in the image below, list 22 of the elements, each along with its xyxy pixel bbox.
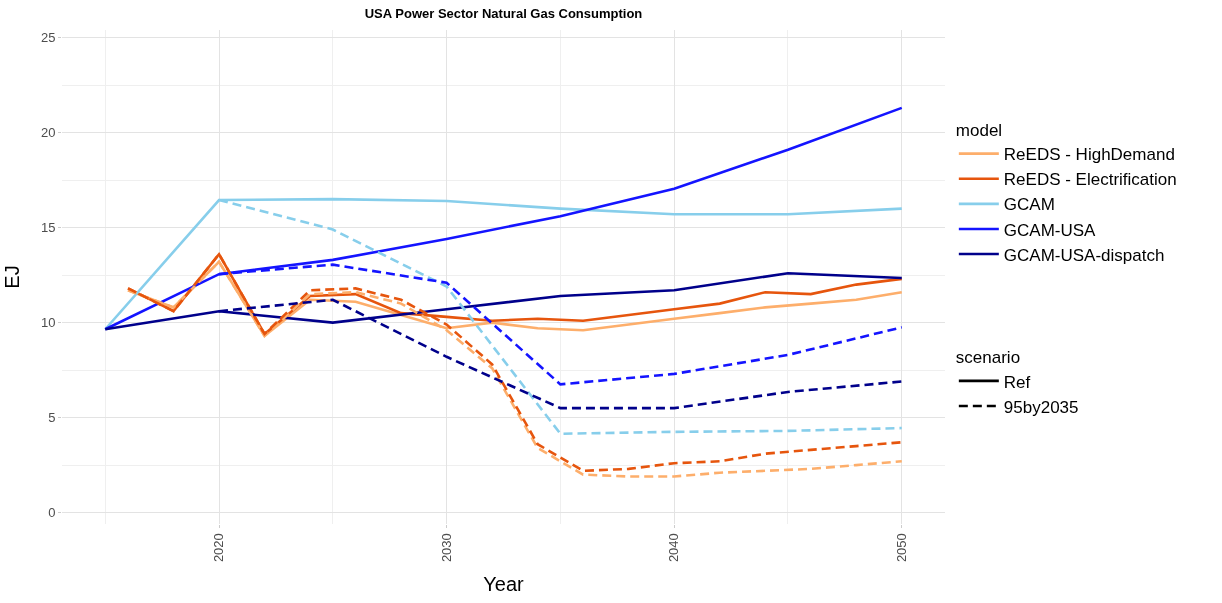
x-tick-label: 2040 bbox=[666, 533, 682, 563]
legend-label: GCAM bbox=[1003, 195, 1055, 215]
x-axis-title: Year bbox=[483, 572, 525, 595]
x-tick-label: 2020 bbox=[211, 533, 227, 563]
legend-label: GCAM-USA-dispatch bbox=[1003, 245, 1165, 265]
y-tick-label: 20 bbox=[40, 125, 56, 141]
y-tick-label: 15 bbox=[40, 220, 56, 236]
y-tick-label: 25 bbox=[40, 30, 56, 46]
legend-label: GCAM-USA bbox=[1003, 220, 1097, 240]
legend-label: ReEDS - Electrification bbox=[1003, 170, 1177, 190]
text: scenario bbox=[955, 348, 1021, 368]
legend-label: 95by2035 bbox=[1003, 397, 1079, 417]
legend-label: Ref bbox=[1003, 372, 1031, 392]
x-tick-label: 2030 bbox=[438, 533, 454, 563]
legend-label: ReEDS - HighDemand bbox=[1003, 145, 1175, 165]
y-tick-label: 0 bbox=[48, 505, 56, 521]
y-tick-label: 10 bbox=[40, 315, 56, 331]
x-tick-label: 2050 bbox=[893, 533, 909, 563]
y-axis-title: EJ bbox=[1, 265, 24, 289]
text: model bbox=[955, 121, 1003, 141]
y-tick-label: 5 bbox=[48, 410, 56, 426]
chart-title: USA Power Sector Natural Gas Consumption bbox=[364, 6, 643, 22]
